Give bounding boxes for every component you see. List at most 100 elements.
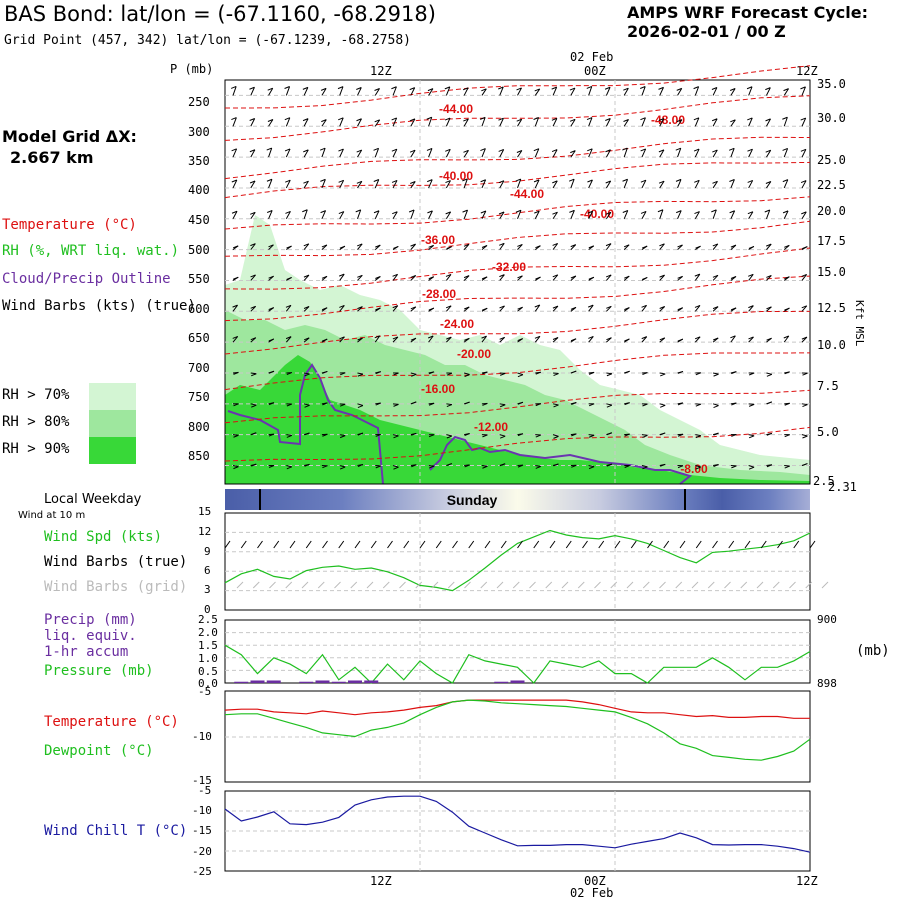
wind-barb <box>800 148 807 158</box>
wind-barb <box>321 370 328 374</box>
wind-barb <box>570 433 577 437</box>
wind-barb <box>622 178 629 189</box>
wind-barb <box>747 117 753 127</box>
wind-barb <box>659 306 666 312</box>
wind-barb <box>445 211 452 220</box>
wind-barb <box>426 116 433 127</box>
wind-barb <box>641 245 648 251</box>
wind-barb <box>766 274 772 281</box>
wind-barb <box>267 119 274 127</box>
wind-barb <box>746 86 753 96</box>
isotherm-line <box>224 220 811 257</box>
wind-barb <box>462 209 469 219</box>
wind-barb <box>801 403 808 408</box>
wind-barb <box>303 274 310 281</box>
wind-barb <box>783 244 790 250</box>
wind-barb <box>623 244 630 250</box>
wind-barb <box>764 209 771 219</box>
wind-barb <box>587 304 594 312</box>
wind-barb <box>462 178 468 189</box>
wind-barb <box>517 372 524 378</box>
grid-wind-barb <box>480 581 488 589</box>
wind-barb <box>677 402 684 406</box>
precip-tick: 2.0 <box>198 626 218 639</box>
isotherm-label: -20.00 <box>457 347 491 361</box>
wind-barb <box>320 178 326 189</box>
precip-bar <box>234 681 249 683</box>
wind-barb <box>339 403 346 407</box>
p-tick: 400 <box>188 183 210 197</box>
wind-barb <box>286 434 293 438</box>
wind-barb <box>428 434 435 438</box>
wind-barb <box>266 210 273 219</box>
wind-barb <box>694 336 701 343</box>
grid-wind-barb <box>610 581 618 589</box>
wind-barb <box>641 434 648 438</box>
wind-barb <box>712 274 719 281</box>
grid-wind-barb <box>789 581 796 589</box>
wind-barb <box>676 119 683 127</box>
chill-tick: -10 <box>192 804 212 817</box>
p-tick: 650 <box>188 331 210 345</box>
wind-barb <box>748 305 754 312</box>
isotherm-label: -44.00 <box>510 187 544 201</box>
windchill-label: Wind Chill T (°C) <box>44 823 188 839</box>
grid-wind-barb <box>577 581 585 589</box>
wind-barb <box>535 276 541 281</box>
wind-barb <box>624 402 630 406</box>
precip-bar <box>315 680 330 683</box>
wind-barb <box>339 245 346 251</box>
wind-barb <box>551 117 558 127</box>
grid-wind-barb <box>415 581 423 589</box>
grid-wind-barb <box>236 581 244 589</box>
surface-wind-barb <box>549 540 556 549</box>
wind-barb <box>586 117 593 127</box>
wind-barb <box>304 463 310 467</box>
wind-barb <box>712 306 719 312</box>
surface-wind-barb <box>695 540 702 549</box>
wind-barb <box>783 88 789 96</box>
wind-barb <box>676 87 683 96</box>
wind-barb <box>659 463 666 467</box>
wind-barb <box>286 465 292 470</box>
top-date-label: 02 Feb <box>570 50 614 64</box>
wind-barb <box>622 147 628 158</box>
wind-barb <box>321 433 328 437</box>
wind-barb <box>783 335 790 343</box>
grid-wind-barb <box>512 581 520 589</box>
wind-barb <box>534 304 541 312</box>
wind-barb <box>552 403 559 408</box>
wind-barb <box>463 275 470 281</box>
wind-barb <box>730 371 737 375</box>
wind-barb <box>605 118 611 127</box>
surface-wind-barb <box>517 540 523 549</box>
wind-barb <box>552 211 558 220</box>
wind-barb <box>517 243 523 250</box>
wind-barb <box>693 148 700 158</box>
p-tick: 750 <box>188 390 210 404</box>
wind-barb <box>641 336 648 343</box>
wind-barb <box>622 210 629 219</box>
pressure-tick: 898 <box>817 677 837 690</box>
wind-barb <box>570 275 577 281</box>
top-tick-12z-a: 12Z <box>370 64 392 78</box>
wind-barb <box>250 403 257 408</box>
wind-barb <box>268 275 274 281</box>
wind-barb <box>588 434 595 438</box>
wind-barb <box>410 432 417 436</box>
grid-wind-barb <box>675 581 683 589</box>
wind-barb <box>373 147 380 158</box>
wind-barb <box>676 210 682 219</box>
wind-barb <box>393 372 399 376</box>
wind-barb <box>284 148 291 158</box>
surface-wind-barb <box>777 540 783 549</box>
wind-barb <box>694 179 700 189</box>
wind-barb <box>284 86 291 96</box>
grid-wind-barb <box>252 581 260 589</box>
wind-barb <box>517 433 524 437</box>
wind-barb <box>250 337 257 343</box>
isotherm-line <box>224 95 811 141</box>
wind-barb <box>410 181 416 189</box>
wind-barb <box>747 148 753 158</box>
wind-barb <box>748 465 755 470</box>
